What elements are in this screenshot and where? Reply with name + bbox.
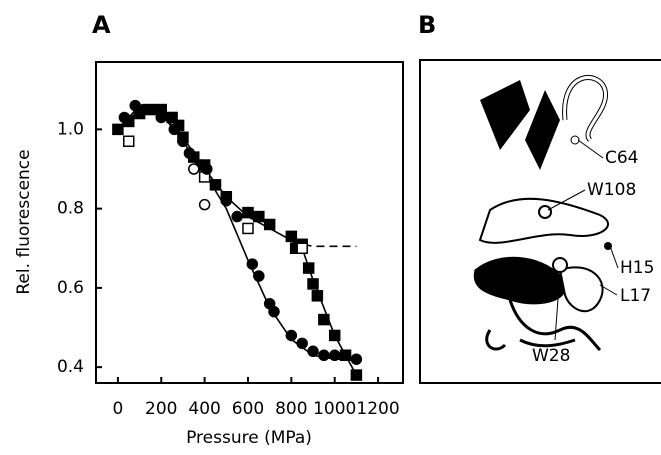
loop — [485, 299, 602, 352]
y-tick-label: 0.6 — [57, 278, 84, 298]
data-point — [155, 111, 168, 124]
data-point — [318, 313, 330, 326]
data-point — [311, 290, 324, 302]
loop — [563, 76, 607, 142]
data-point — [122, 135, 135, 148]
data-point — [242, 206, 254, 219]
beta-strand — [525, 90, 560, 170]
data-point — [268, 305, 280, 318]
helix — [478, 197, 609, 244]
x-tick-label: 1200 — [356, 399, 399, 419]
data-point — [231, 210, 243, 223]
data-point — [138, 103, 150, 116]
plot-frame — [95, 61, 404, 384]
residue — [538, 205, 552, 219]
helix — [558, 266, 604, 313]
panel-label: B — [418, 11, 436, 39]
panel-label: A — [92, 11, 111, 39]
data-point — [285, 230, 298, 243]
x-tick-label: 800 — [275, 399, 307, 419]
leader-line — [577, 139, 604, 159]
data-point — [168, 123, 181, 136]
leader-line — [547, 189, 586, 211]
data-point — [253, 210, 265, 223]
x-tick-label: 0 — [112, 399, 123, 419]
data-point — [183, 147, 196, 159]
data-point — [285, 329, 298, 342]
residue-label: L17 — [620, 286, 651, 306]
y-tick-label: 1.0 — [57, 119, 84, 139]
x-tick-label: 600 — [232, 399, 264, 419]
fit-line — [117, 108, 358, 376]
data-point — [263, 218, 276, 231]
x-tick-label: 400 — [188, 399, 220, 419]
data-point — [350, 369, 363, 381]
leader-line — [609, 245, 619, 269]
residue-label: H15 — [620, 258, 654, 278]
residue-label: W28 — [532, 346, 570, 366]
x-axis-label: Pressure (MPa) — [186, 428, 312, 448]
y-tick-label: 0.4 — [57, 357, 84, 377]
y-tick-label: 0.8 — [57, 199, 84, 219]
data-point — [201, 163, 213, 175]
residue — [570, 135, 580, 145]
x-tick-label: 200 — [145, 399, 177, 419]
data-point — [118, 111, 131, 124]
data-point — [242, 222, 254, 235]
data-point — [307, 278, 319, 290]
data-point — [328, 349, 341, 362]
y-axis-label: Rel. fluorescence — [14, 149, 34, 294]
data-point — [220, 194, 233, 207]
data-point — [302, 262, 315, 274]
leader-line — [554, 271, 561, 341]
data-point — [253, 270, 265, 282]
data-point — [307, 345, 319, 358]
structure-panel: C64 W108 H15 L17 W28 — [419, 59, 661, 384]
residue — [604, 242, 612, 250]
data-point — [166, 111, 178, 124]
data-point — [296, 337, 308, 350]
leader-line — [599, 284, 618, 296]
data-point — [328, 329, 341, 342]
data-point — [339, 349, 352, 362]
beta-strand — [480, 80, 530, 150]
residue-label: W108 — [587, 180, 636, 200]
data-point — [112, 123, 124, 136]
x-tick-label: 1000 — [313, 399, 356, 419]
data-point — [296, 242, 308, 255]
panel-frame — [419, 59, 661, 384]
data-point — [177, 135, 189, 148]
data-point — [188, 163, 200, 175]
residue-label: C64 — [605, 148, 639, 168]
data-point — [350, 353, 363, 365]
data-point — [209, 179, 222, 191]
data-point — [318, 349, 330, 362]
residue — [552, 257, 568, 273]
data-point — [246, 258, 259, 270]
helix — [473, 256, 566, 305]
data-point — [198, 198, 211, 211]
